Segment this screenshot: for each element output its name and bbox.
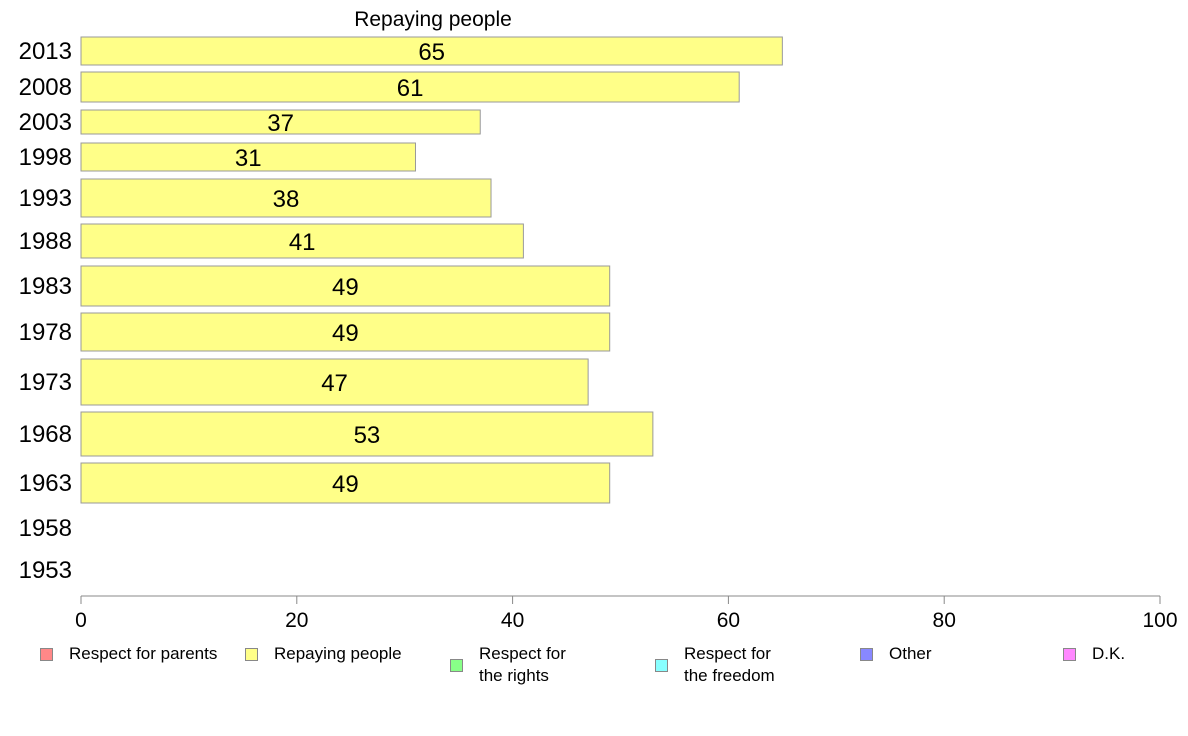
y-tick-label-2013: 2013 bbox=[19, 38, 72, 65]
legend: Respect for parents Repaying people Respec… bbox=[0, 640, 1188, 700]
legend-swatch bbox=[655, 658, 668, 672]
x-tick-label-80: 80 bbox=[933, 609, 956, 632]
data-label-2008: 61 bbox=[397, 75, 424, 102]
y-tick-label-1978: 1978 bbox=[19, 319, 72, 346]
data-label-1968: 53 bbox=[354, 422, 381, 449]
bar-1988 bbox=[80, 223, 524, 259]
legend-item-3: Respect for the freedom bbox=[655, 643, 775, 687]
legend-swatch bbox=[40, 647, 53, 661]
bar-2008 bbox=[80, 71, 740, 103]
legend-swatch bbox=[245, 647, 258, 661]
y-tick-label-1973: 1973 bbox=[19, 369, 72, 396]
legend-swatch bbox=[1063, 647, 1076, 661]
bar-1968 bbox=[80, 411, 654, 457]
data-label-1993: 38 bbox=[273, 186, 300, 213]
data-label-1973: 47 bbox=[321, 370, 348, 397]
legend-label: Other bbox=[889, 644, 932, 663]
x-axis: 0 20 40 60 80 100 bbox=[75, 595, 1178, 632]
bar-2003 bbox=[80, 109, 481, 135]
y-tick-label-1968: 1968 bbox=[19, 421, 72, 448]
legend-label: Repaying people bbox=[274, 644, 402, 663]
x-tick-label-20: 20 bbox=[285, 609, 308, 632]
legend-swatch bbox=[450, 658, 463, 672]
bar-1983 bbox=[80, 265, 611, 307]
legend-item-5: D.K. bbox=[1063, 643, 1125, 665]
bar-2013 bbox=[80, 36, 783, 66]
legend-label: Respect for the rights bbox=[479, 644, 566, 685]
y-tick-label-1963: 1963 bbox=[19, 470, 72, 497]
data-label-1998: 31 bbox=[235, 145, 262, 172]
x-tick-label-40: 40 bbox=[501, 609, 524, 632]
data-label-2013: 65 bbox=[418, 39, 445, 66]
data-label-1963: 49 bbox=[332, 471, 359, 498]
data-label-2003: 37 bbox=[267, 110, 294, 137]
legend-label: D.K. bbox=[1092, 644, 1126, 663]
legend-swatch bbox=[860, 647, 873, 661]
y-tick-label-1998: 1998 bbox=[19, 144, 72, 171]
data-label-1988: 41 bbox=[289, 229, 316, 256]
legend-item-4: Other bbox=[860, 643, 932, 665]
bar-1993 bbox=[80, 178, 492, 218]
data-label-1983: 49 bbox=[332, 274, 359, 301]
bar-1978 bbox=[80, 312, 611, 352]
legend-item-1: Repaying people bbox=[245, 643, 402, 665]
x-tick-label-60: 60 bbox=[717, 609, 740, 632]
legend-item-0: Respect for parents bbox=[40, 643, 217, 665]
data-label-1978: 49 bbox=[332, 320, 359, 347]
y-tick-label-1958: 1958 bbox=[19, 515, 72, 542]
x-tick-label-0: 0 bbox=[75, 609, 87, 632]
y-tick-label-1993: 1993 bbox=[19, 185, 72, 212]
legend-label: Respect for the freedom bbox=[684, 644, 775, 685]
y-tick-label-2003: 2003 bbox=[19, 109, 72, 136]
bar-1963 bbox=[80, 462, 611, 504]
chart-title: Repaying people bbox=[354, 8, 512, 31]
y-tick-label-1988: 1988 bbox=[19, 228, 72, 255]
x-tick-label-100: 100 bbox=[1142, 609, 1177, 632]
bar-1998 bbox=[80, 142, 416, 172]
legend-label: Respect for parents bbox=[69, 644, 218, 663]
y-axis-labels: 2013 2008 2003 1998 1993 1988 1983 1978 1973 1968… bbox=[19, 38, 72, 584]
legend-item-2: Respect for the rights bbox=[450, 643, 566, 687]
y-tick-label-2008: 2008 bbox=[19, 74, 72, 101]
bar-1973 bbox=[80, 358, 589, 406]
y-tick-label-1953: 1953 bbox=[19, 557, 72, 584]
y-tick-label-1983: 1983 bbox=[19, 273, 72, 300]
